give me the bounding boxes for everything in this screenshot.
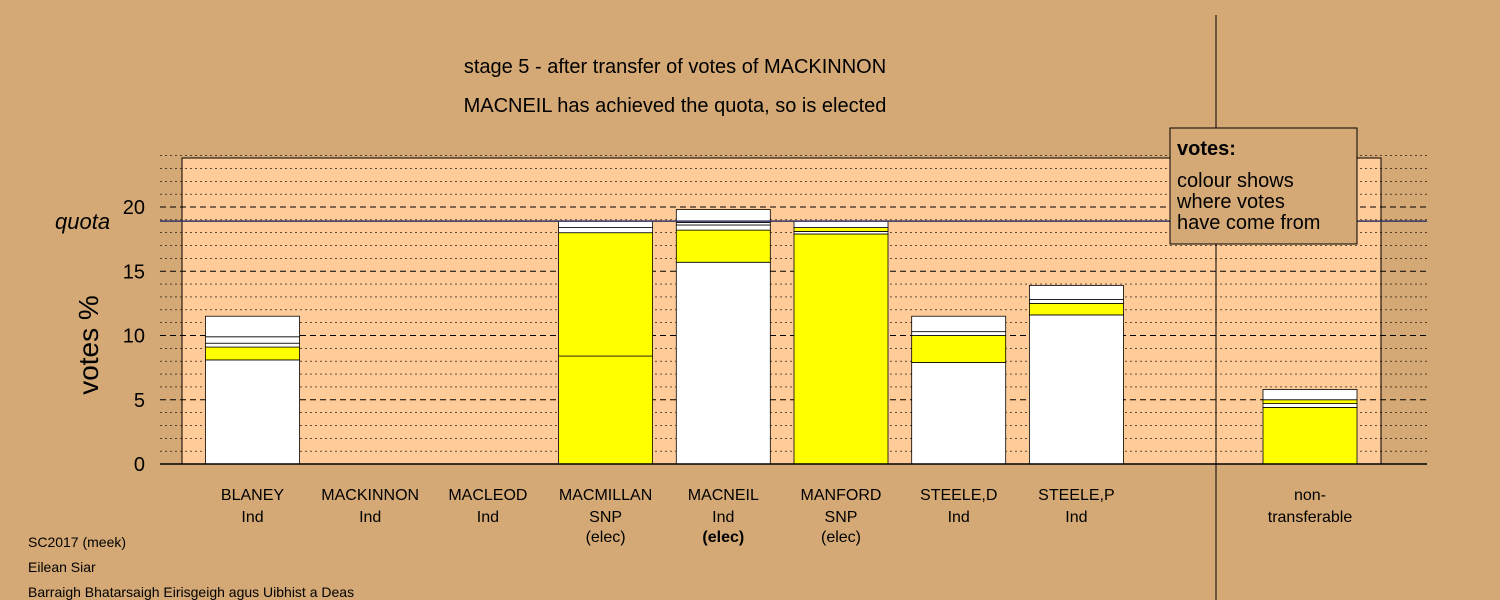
- candidate-bar-segment: [558, 220, 653, 228]
- candidate-bar-segment: [911, 331, 1007, 336]
- candidate-name: STEELE,P: [1038, 487, 1114, 504]
- candidate-bar-segment: [911, 362, 1007, 465]
- candidate-bar-segment: [1029, 299, 1124, 304]
- candidate-bar-segment: [205, 346, 300, 361]
- candidate-labels: BLANEY Ind MACKINNON Ind MACLEOD Ind MACMILLAN…: [221, 487, 1352, 546]
- candidate-party: SNP: [825, 509, 858, 526]
- chart-title-line2: MACNEIL has achieved the quota, so is el…: [464, 95, 887, 117]
- nontransferable-bar-segment: [1262, 403, 1358, 408]
- candidate-party: Ind: [359, 509, 381, 526]
- candidate-bar-segment: [558, 227, 653, 234]
- legend-line: colour shows: [1177, 170, 1294, 192]
- candidate-bar-segment: [205, 315, 300, 338]
- y-tick-label: 0: [134, 454, 145, 476]
- y-tick-label: 5: [134, 390, 145, 412]
- candidate-bar-segment: [675, 224, 771, 231]
- candidate-bar-segment: [1029, 314, 1124, 465]
- nontransferable-bar-segment: [1262, 399, 1358, 405]
- nontransferable-label: non-: [1294, 487, 1326, 504]
- legend-box: [1169, 127, 1358, 245]
- candidate-status: (elec): [821, 529, 861, 546]
- candidate-party: Ind: [477, 509, 499, 526]
- candidate-name: MACLEOD: [448, 487, 527, 504]
- candidate-bar-segment: [675, 261, 771, 465]
- candidate-bar-segment: [911, 335, 1007, 363]
- candidate-bar-segment: [793, 227, 889, 232]
- candidate-name: BLANEY: [221, 487, 284, 504]
- footer-line1: SC2017 (meek): [28, 534, 126, 550]
- y-tick-label: 10: [123, 326, 145, 348]
- candidate-bar-segment: [558, 355, 653, 465]
- legend-title: votes:: [1177, 138, 1236, 160]
- candidate-name: MACKINNON: [321, 487, 419, 504]
- candidate-name: MANFORD: [801, 487, 882, 504]
- candidate-bar-segment: [793, 233, 889, 465]
- candidate-bar-segment: [675, 209, 771, 223]
- legend: votes: colour shows where votes have com…: [1169, 127, 1358, 245]
- nontransferable-label: transferable: [1268, 509, 1353, 526]
- legend-line: where votes: [1176, 191, 1285, 213]
- candidate-bar-segment: [205, 336, 300, 344]
- candidate-name: MACNEIL: [688, 487, 759, 504]
- bars: [205, 209, 1358, 465]
- chart-title-line1: stage 5 - after transfer of votes of MAC…: [464, 56, 886, 78]
- candidate-party: Ind: [712, 509, 734, 526]
- candidate-party: Ind: [241, 509, 263, 526]
- footer-line3: Barraigh Bhatarsaigh Eirisgeigh agus Uib…: [28, 584, 354, 600]
- candidate-party: Ind: [948, 509, 970, 526]
- candidate-status: (elec): [586, 529, 626, 546]
- nontransferable-bar-segment: [1262, 389, 1358, 401]
- candidate-party: SNP: [589, 509, 622, 526]
- candidate-bar-segment: [675, 229, 771, 263]
- candidate-bar-segment: [205, 342, 300, 348]
- legend-line: have come from: [1177, 212, 1320, 234]
- footer-line2: Eilean Siar: [28, 559, 96, 575]
- candidate-bar-segment: [558, 232, 653, 357]
- candidate-bar-segment: [911, 315, 1007, 333]
- candidate-name: STEELE,D: [920, 487, 997, 504]
- y-axis: 0 5 10 15 20: [123, 197, 145, 476]
- nontransferable-bar-segment: [1262, 407, 1358, 465]
- y-tick-label: 15: [123, 261, 145, 283]
- y-axis-label: votes %: [73, 295, 104, 395]
- candidate-bar-segment: [793, 220, 889, 228]
- candidate-bar-segment: [205, 359, 300, 465]
- candidate-status: (elec): [702, 529, 744, 546]
- y-tick-label: 20: [123, 197, 145, 219]
- quota-label: quota: [55, 209, 110, 234]
- candidate-bar-segment: [1029, 302, 1124, 316]
- candidate-name: MACMILLAN: [559, 487, 652, 504]
- candidate-party: Ind: [1065, 509, 1087, 526]
- candidate-bar-segment: [1029, 284, 1124, 300]
